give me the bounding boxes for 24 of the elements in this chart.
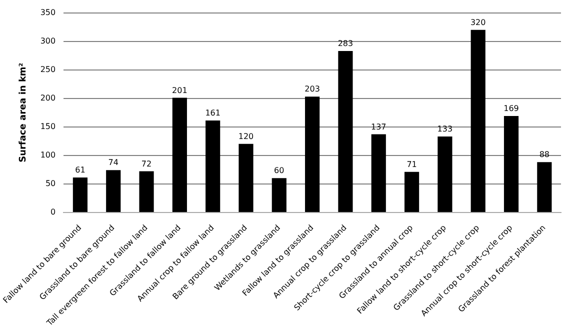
y-tick-label: 350 [40, 8, 56, 17]
data-label: 133 [437, 124, 453, 134]
data-label: 61 [75, 166, 86, 175]
y-tick-label: 200 [40, 93, 56, 102]
y-tick-label: 0 [50, 207, 56, 216]
y-tick-label: 50 [45, 178, 56, 188]
y-tick-label: 150 [40, 122, 56, 131]
data-label: 71 [406, 160, 417, 169]
data-label: 137 [370, 122, 386, 132]
data-label: 201 [172, 86, 188, 95]
y-tick-label: 100 [40, 150, 56, 160]
data-label: 283 [338, 39, 354, 48]
data-label: 203 [304, 84, 320, 94]
y-axis-title: Surface area in km² [18, 62, 28, 162]
data-label: 320 [470, 18, 486, 27]
data-label: 120 [238, 132, 254, 142]
data-label: 72 [141, 159, 152, 168]
data-label: 60 [274, 166, 284, 176]
y-tick-label: 300 [40, 36, 56, 46]
data-label: 169 [504, 104, 519, 114]
data-label: 88 [539, 150, 550, 160]
data-label: 74 [108, 158, 118, 168]
y-tick-label: 250 [40, 64, 56, 74]
data-label: 161 [205, 108, 220, 118]
